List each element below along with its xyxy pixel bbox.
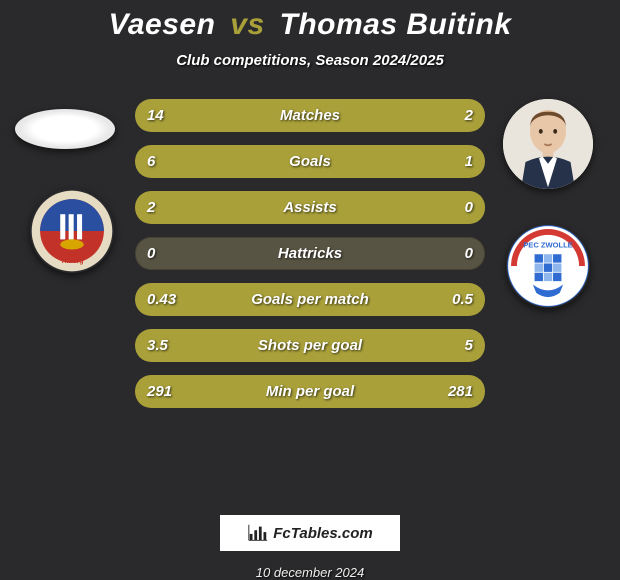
willem-ii-badge-icon: Willem II Tilburg: [30, 189, 114, 273]
stat-value-right: 1: [465, 153, 473, 170]
title-player2: Thomas Buitink: [280, 8, 512, 41]
stat-value-left: 3.5: [147, 337, 168, 354]
stat-value-right: 2: [465, 107, 473, 124]
stat-value-left: 6: [147, 153, 155, 170]
stat-bars: 14 Matches 2 6 Goals 1 2 Assists 0 0 Hattricks 0 0.4…: [135, 99, 485, 408]
player2-avatar: [503, 99, 593, 189]
date-label: 10 december 2024: [256, 565, 364, 580]
stat-value-left: 0.43: [147, 291, 176, 308]
site-badge[interactable]: FcTables.com: [220, 515, 400, 551]
stat-value-right: 5: [465, 337, 473, 354]
site-name: FcTables.com: [273, 525, 372, 542]
stat-row: 0.43 Goals per match 0.5: [135, 283, 485, 316]
title-vs: vs: [230, 8, 264, 41]
player1-avatar: [15, 109, 115, 149]
stat-label: Goals per match: [251, 291, 369, 308]
bar-fill-right: [435, 145, 485, 178]
subtitle: Club competitions, Season 2024/2025: [176, 52, 444, 69]
stat-value-left: 2: [147, 199, 155, 216]
stats-area: Willem II Tilburg PEC ZWOLLE: [0, 99, 620, 503]
bars-chart-icon: [247, 522, 269, 544]
stat-value-left: 0: [147, 245, 155, 262]
stat-label: Goals: [289, 153, 331, 170]
stat-row: 6 Goals 1: [135, 145, 485, 178]
stat-value-right: 0: [465, 245, 473, 262]
pec-zwolle-badge-icon: PEC ZWOLLE: [506, 224, 590, 308]
player2-club-badge: PEC ZWOLLE: [506, 224, 590, 308]
stat-row: 14 Matches 2: [135, 99, 485, 132]
stat-label: Shots per goal: [258, 337, 362, 354]
stat-value-left: 14: [147, 107, 164, 124]
club1-name-top: Willem II: [57, 200, 88, 209]
stat-label: Hattricks: [278, 245, 342, 262]
comparison-card: Vaesen vs Thomas Buitink Club competitio…: [0, 0, 620, 580]
stat-label: Assists: [283, 199, 336, 216]
person-icon: [503, 99, 593, 189]
stat-label: Matches: [280, 107, 340, 124]
bar-fill-left: [135, 145, 435, 178]
stat-value-right: 0.5: [452, 291, 473, 308]
stat-value-right: 0: [465, 199, 473, 216]
stat-row: 2 Assists 0: [135, 191, 485, 224]
page-title: Vaesen vs Thomas Buitink: [108, 8, 511, 42]
stat-row: 291 Min per goal 281: [135, 375, 485, 408]
stat-value-right: 281: [448, 383, 473, 400]
club2-name: PEC ZWOLLE: [523, 241, 572, 250]
stat-label: Min per goal: [266, 383, 354, 400]
bar-fill-right: [441, 99, 485, 132]
stat-row: 3.5 Shots per goal 5: [135, 329, 485, 362]
club1-name-bottom: Tilburg: [61, 258, 84, 265]
stat-value-left: 291: [147, 383, 172, 400]
title-player1: Vaesen: [108, 8, 215, 41]
player1-club-badge: Willem II Tilburg: [30, 189, 114, 273]
stat-row: 0 Hattricks 0: [135, 237, 485, 270]
